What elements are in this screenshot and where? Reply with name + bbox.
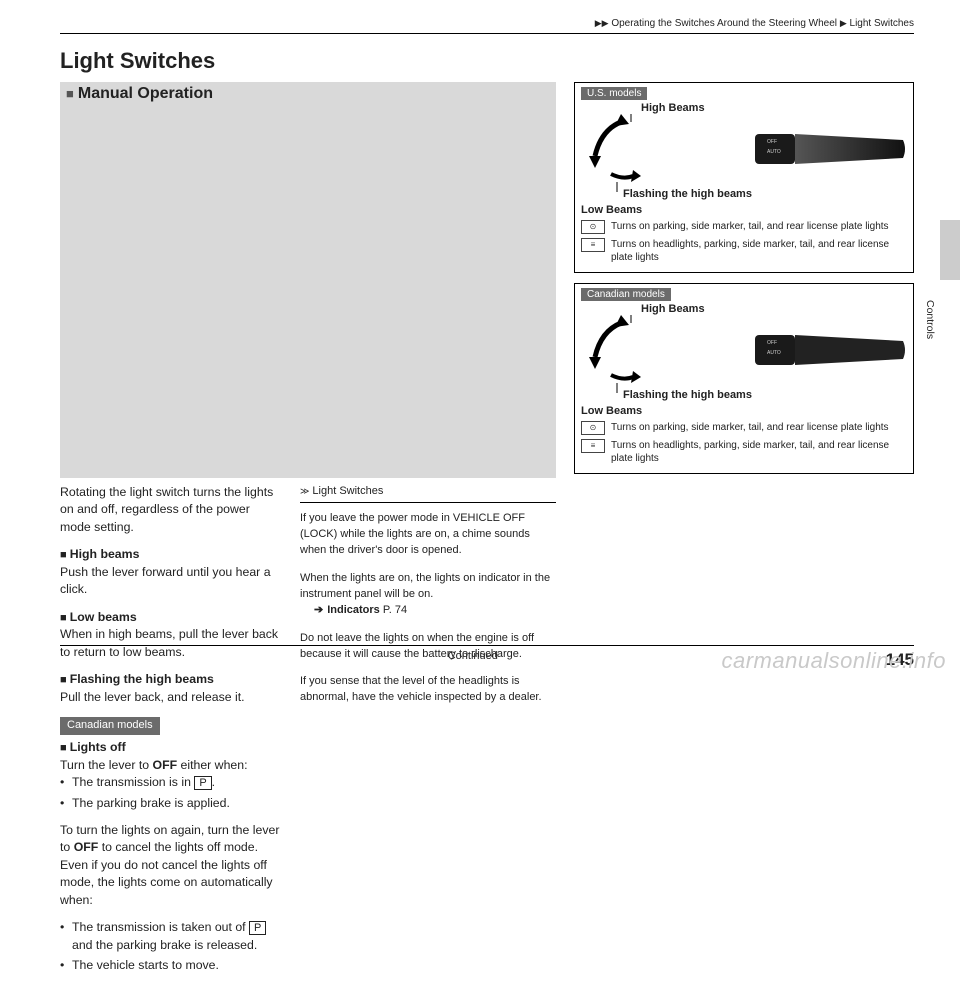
icon-description-line: ≡ Turns on headlights, parking, side mar… xyxy=(581,439,907,465)
list-item: The parking brake is applied. xyxy=(60,795,282,812)
stalk-illustration: OFF AUTO xyxy=(755,120,905,178)
icon-description-line: ⊙ Turns on parking, side marker, tail, a… xyxy=(581,421,907,435)
list-item: The vehicle starts to move. xyxy=(60,957,282,974)
bullet-list: The transmission is taken out of P and t… xyxy=(60,919,282,974)
model-tag: U.S. models xyxy=(581,87,647,100)
headlights-icon: ≡ xyxy=(581,238,605,252)
svg-text:AUTO: AUTO xyxy=(767,350,781,356)
high-beams-section: ■ High beamsPush the lever forward until… xyxy=(60,546,282,599)
headlights-icon: ≡ xyxy=(581,439,605,453)
icon-description-line: ⊙ Turns on parking, side marker, tail, a… xyxy=(581,220,907,234)
sidebar-note: If you sense that the level of the headl… xyxy=(300,674,556,706)
label-flashing: Flashing the high beams xyxy=(623,188,752,200)
svg-text:AUTO: AUTO xyxy=(767,149,781,155)
icon-description-line: ≡ Turns on headlights, parking, side mar… xyxy=(581,238,907,264)
parking-lights-icon: ⊙ xyxy=(581,421,605,435)
flashing-section: ■ Flashing the high beamsPull the lever … xyxy=(60,671,282,706)
arrows-icon xyxy=(581,311,641,393)
body-column: Rotating the light switch turns the ligh… xyxy=(60,484,282,985)
sidebar-heading: ≫Light Switches xyxy=(300,484,556,503)
section-tab-label: Controls xyxy=(924,300,936,339)
sidebar-column: ≫Light Switches If you leave the power m… xyxy=(300,484,556,985)
list-item: The transmission is taken out of P and t… xyxy=(60,919,282,954)
page-footer: Continued 145 xyxy=(60,645,914,670)
label-low-beams: Low Beams xyxy=(581,405,907,417)
label-low-beams: Low Beams xyxy=(581,204,907,216)
square-bullet-icon: ■ xyxy=(66,86,74,101)
breadcrumb-seg: Light Switches xyxy=(850,18,914,29)
continued-label: Continued xyxy=(60,650,886,670)
chevron-icon: ▶ xyxy=(595,18,602,28)
label-flashing: Flashing the high beams xyxy=(623,389,752,401)
model-tag: Canadian models xyxy=(60,717,160,735)
breadcrumb: ▶▶ Operating the Switches Around the Ste… xyxy=(60,18,914,34)
lights-off-section: ■ Lights off Turn the lever to OFF eithe… xyxy=(60,739,282,774)
icon-description: Turns on parking, side marker, tail, and… xyxy=(611,421,889,435)
arrows-icon xyxy=(581,110,641,192)
page-number: 145 xyxy=(886,650,914,670)
lights-on-again: To turn the lights on again, turn the le… xyxy=(60,822,282,909)
figure-box-canadian: Canadian models High Beams OFF AUTO xyxy=(574,283,914,474)
label-high-beams: High Beams xyxy=(641,102,705,114)
chevron-icon: ▶ xyxy=(602,18,609,28)
parking-lights-icon: ⊙ xyxy=(581,220,605,234)
icon-description: Turns on headlights, parking, side marke… xyxy=(611,238,907,264)
stalk-illustration: OFF AUTO xyxy=(755,321,905,379)
svg-text:OFF: OFF xyxy=(767,340,777,346)
model-tag: Canadian models xyxy=(581,288,671,301)
gear-p-icon: P xyxy=(249,921,266,935)
svg-text:OFF: OFF xyxy=(767,139,777,145)
page-title: Light Switches xyxy=(60,48,914,74)
figure-area: High Beams OFF AUTO xyxy=(581,303,907,401)
figure-column: U.S. models High Beams OFF AUTO xyxy=(574,82,914,484)
thumb-tab xyxy=(940,220,960,280)
bullet-list: The transmission is in P. The parking br… xyxy=(60,774,282,812)
intro-text: Rotating the light switch turns the ligh… xyxy=(60,484,282,536)
sidebar-note: If you leave the power mode in VEHICLE O… xyxy=(300,511,556,559)
breadcrumb-seg: Operating the Switches Around the Steeri… xyxy=(611,18,837,29)
chevron-icon: ▶ xyxy=(840,18,847,28)
link-arrow-icon: ➔ xyxy=(314,604,323,616)
gear-p-icon: P xyxy=(194,776,211,790)
icon-description: Turns on headlights, parking, side marke… xyxy=(611,439,907,465)
chevron-icon: ≫ xyxy=(300,486,309,496)
list-item: The transmission is in P. xyxy=(60,774,282,791)
icon-description: Turns on parking, side marker, tail, and… xyxy=(611,220,889,234)
label-high-beams: High Beams xyxy=(641,303,705,315)
figure-area: High Beams OFF AUTO xyxy=(581,102,907,200)
sidebar-note: When the lights are on, the lights on in… xyxy=(300,571,556,619)
figure-box-us: U.S. models High Beams OFF AUTO xyxy=(574,82,914,273)
section-header: ■Manual Operation xyxy=(60,82,556,478)
